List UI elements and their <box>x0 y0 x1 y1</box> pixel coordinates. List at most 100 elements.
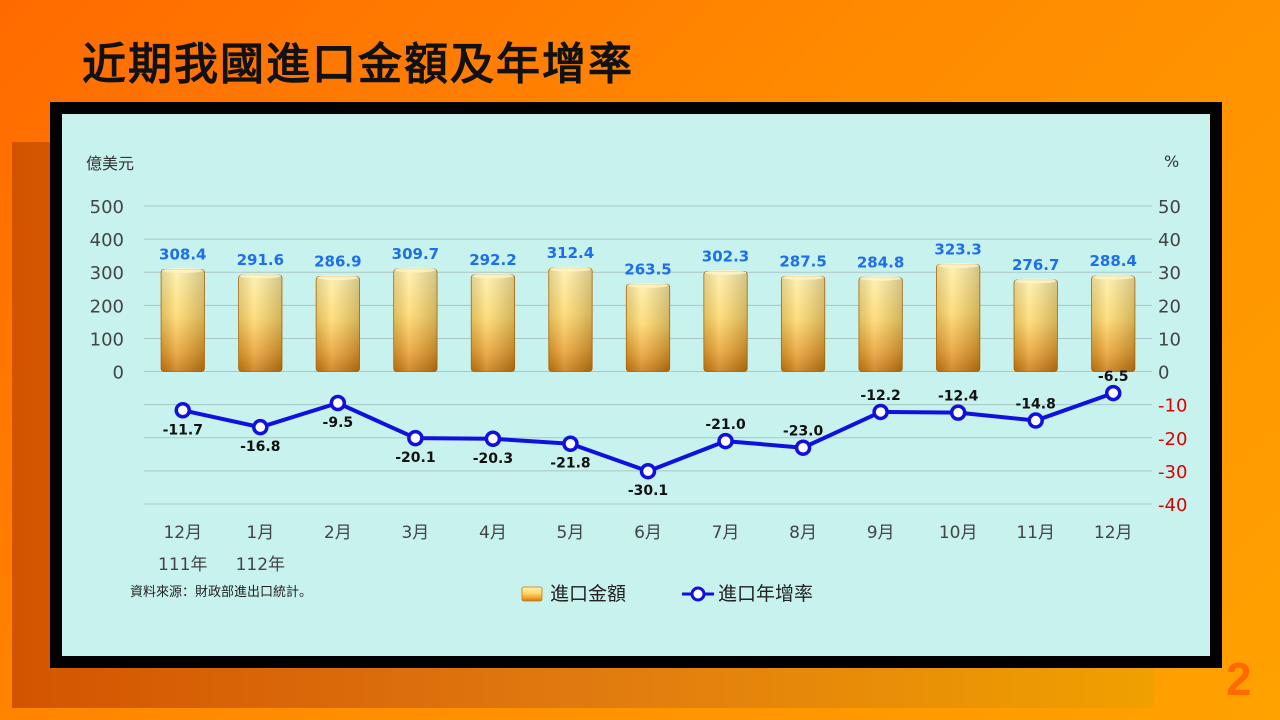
bar-shading <box>1091 276 1135 372</box>
year-label: 111年 <box>158 555 207 575</box>
left-tick-label: 100 <box>90 329 124 350</box>
line-value-label: -16.8 <box>240 439 280 455</box>
bar-top-cap <box>317 275 359 281</box>
line-series <box>174 384 1122 480</box>
data-labels: 308.4 291.6 286.9 309.7 292.2 312.4 263.5 302.3… <box>159 241 1137 500</box>
bar-shading <box>393 269 438 372</box>
line-value-label: -12.2 <box>860 388 900 404</box>
line-value-label: -21.8 <box>550 456 590 472</box>
category-label: 9月 <box>867 523 895 543</box>
line-marker <box>484 430 502 448</box>
bar-value-label: 302.3 <box>702 247 749 265</box>
line-value-label: -6.5 <box>1098 369 1129 385</box>
category-label: 12月 <box>1094 523 1133 543</box>
left-axis-label: 億美元 <box>86 154 134 173</box>
left-tick-label: 0 <box>113 363 124 384</box>
gridlines <box>144 205 1152 505</box>
bar-top-cap <box>472 273 514 279</box>
line-value-label: -21.0 <box>705 417 746 433</box>
legend-line-marker <box>690 586 706 602</box>
category-label: 2月 <box>324 523 352 543</box>
bar-top-cap <box>549 266 592 272</box>
left-tick-label: 200 <box>90 296 124 317</box>
right-tick-label: -40 <box>1158 495 1187 516</box>
line-marker <box>174 402 192 419</box>
legend-line-label: 進口年增率 <box>718 583 813 605</box>
line-marker <box>794 439 812 456</box>
category-label: 12月 <box>163 523 202 543</box>
category-label: 1月 <box>246 523 274 543</box>
right-tick-label: 40 <box>1158 230 1181 251</box>
bar-value-label: 323.3 <box>934 241 981 259</box>
left-tick-label: 400 <box>90 230 124 251</box>
bar-shading <box>781 276 825 372</box>
line-marker <box>717 432 734 450</box>
right-tick-label: -30 <box>1158 462 1187 483</box>
bar-value-label: 312.4 <box>547 244 594 262</box>
page-number: 2 <box>1226 653 1252 705</box>
line-value-label: -23.0 <box>783 424 824 440</box>
line-value-label: -11.7 <box>163 422 203 438</box>
bar-shading <box>858 277 903 372</box>
line-value-label: -20.1 <box>395 450 435 466</box>
line-marker <box>872 403 889 421</box>
line-value-label: -14.8 <box>1016 397 1056 413</box>
line-marker <box>1027 412 1044 429</box>
bar-shading <box>238 275 283 372</box>
left-tick-label: 300 <box>90 263 124 284</box>
bar-value-label: 286.9 <box>314 253 361 271</box>
category-label: 5月 <box>557 523 585 543</box>
line-value-label: -9.5 <box>323 415 354 431</box>
line-marker <box>639 462 657 480</box>
bar-value-label: 292.2 <box>469 251 516 269</box>
bar-series <box>160 263 1136 372</box>
bar-top-cap <box>782 274 824 280</box>
category-label: 8月 <box>789 523 817 543</box>
line-marker <box>1104 384 1122 402</box>
right-tick-label: 20 <box>1158 296 1181 317</box>
category-label: 11月 <box>1016 523 1055 543</box>
bar-value-label: 288.4 <box>1090 252 1137 270</box>
category-label: 7月 <box>712 523 740 543</box>
legend-bar-swatch <box>521 586 543 602</box>
bar-top-cap <box>1014 278 1057 284</box>
chart-svg: 308.4 291.6 286.9 309.7 292.2 312.4 263.5 302.3… <box>86 152 1188 605</box>
axes: 50403020100-10-20-30-4050040030020010001… <box>90 197 1188 575</box>
line-marker <box>252 418 269 436</box>
bar-value-label: 276.7 <box>1012 256 1059 274</box>
bar-top-cap <box>627 282 669 288</box>
bar-value-label: 291.6 <box>237 251 284 269</box>
line-value-label: -20.3 <box>473 451 513 467</box>
legend: 進口金額 進口年增率 <box>521 583 813 605</box>
bar-shading <box>703 271 748 372</box>
category-label: 6月 <box>634 523 662 543</box>
right-tick-label: 10 <box>1158 329 1181 350</box>
bar-value-label: 309.7 <box>392 245 439 263</box>
bar-top-cap <box>937 263 979 269</box>
bar-shading <box>161 269 205 372</box>
legend-bar-label: 進口金額 <box>550 583 626 605</box>
line-value-label: -30.1 <box>628 483 668 499</box>
bar-shading <box>548 268 593 372</box>
bar-top-cap <box>162 267 204 273</box>
category-label: 4月 <box>479 523 507 543</box>
bar-value-label: 287.5 <box>779 252 826 270</box>
bar-top-cap <box>1092 274 1134 280</box>
right-tick-label: 0 <box>1158 363 1169 384</box>
bar-shading <box>626 284 670 372</box>
bar-top-cap <box>859 275 902 281</box>
line-value-label: -12.4 <box>938 389 979 405</box>
category-label: 3月 <box>401 523 429 543</box>
bar-shading <box>936 264 980 372</box>
bar-value-label: 263.5 <box>624 260 671 278</box>
right-tick-label: -20 <box>1158 429 1187 450</box>
source-note: 資料來源：財政部進出口統計。 <box>130 584 312 600</box>
bar-top-cap <box>394 267 437 273</box>
bar-value-label: 308.4 <box>159 245 206 263</box>
bar-top-cap <box>704 269 747 275</box>
right-tick-label: -10 <box>1158 396 1187 417</box>
right-axis-label: % <box>1164 152 1179 171</box>
bar-top-cap <box>239 273 282 279</box>
line-marker <box>562 435 579 452</box>
right-tick-label: 50 <box>1158 197 1181 218</box>
